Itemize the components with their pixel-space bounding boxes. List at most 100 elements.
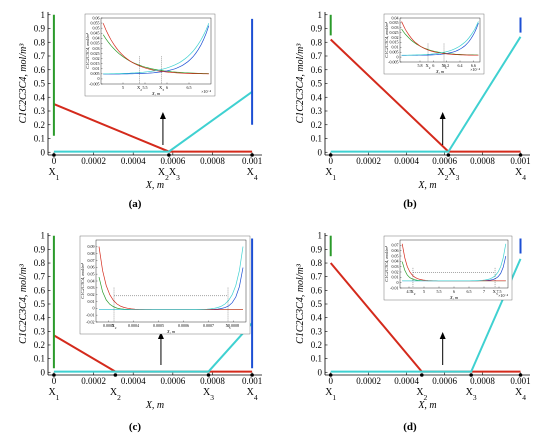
- inset-x-axis-label: X, m: [166, 329, 176, 335]
- y-axis-label: C1C2C3C4, mol/m³: [18, 43, 29, 124]
- point-marker: [446, 153, 451, 157]
- point-marker: [328, 153, 333, 157]
- inset-y-tick-label: 0.035: [91, 41, 100, 46]
- inset-y-tick-label: 0.07: [392, 243, 399, 248]
- x-tick-label: 0.0004: [121, 376, 146, 386]
- inset-y-tick-label: -0.005: [388, 59, 398, 64]
- inset-x-axis-label: X, m: [151, 91, 161, 97]
- x-tick-label: 0.0002: [356, 156, 381, 166]
- y-axis-label: C1C2C3C4, mol/m³: [295, 43, 306, 124]
- x-tick-label: 0.0008: [470, 376, 495, 386]
- panel-0: 0 0.1 0.2 0.3 0.4 0.5 0.6 0.7 0.8 0.9 1 0 0.0002 0.00…: [18, 10, 262, 210]
- y-tick-label: 0.3: [34, 326, 46, 336]
- x-tick-label: 0.0006: [432, 156, 457, 166]
- point-label: X4: [515, 387, 526, 402]
- inset-y-tick-label: 0.03: [88, 285, 95, 290]
- series-line: [53, 90, 253, 153]
- inset-x-tick-label: 6.5: [187, 85, 192, 90]
- y-tick-label: 0.3: [311, 326, 323, 336]
- series-line: [53, 334, 253, 373]
- x-tick-label: 0.0006: [432, 376, 457, 386]
- inset-scale-note: ×10⁻⁴: [470, 67, 480, 72]
- inset-y-axis-label: C1C2C3C4, mol/m³: [80, 262, 86, 299]
- x-tick-label: 0: [52, 156, 57, 166]
- y-tick-label: 0.2: [311, 120, 322, 130]
- inset-frame: [79, 235, 251, 335]
- panel-2: 0 0.1 0.2 0.3 0.4 0.5 0.6 0.7 0.8 0.9 1 0 0.0002 0.00…: [18, 231, 262, 433]
- y-tick-label: 0.9: [311, 24, 323, 34]
- inset-y-tick-label: 0.02: [392, 269, 399, 274]
- inset-chart: 5.8 6 6.2 6.4 6.6-0.00500.0050.010.0150.020.…: [383, 13, 485, 75]
- y-tick-label: 0: [318, 367, 323, 377]
- y-tick-label: 0.4: [311, 92, 323, 102]
- panel-3: 0 0.1 0.2 0.3 0.4 0.5 0.6 0.7 0.8 0.9 1 0 0.0002 0.00…: [295, 231, 531, 433]
- inset-x-axis-label: X, m: [449, 295, 459, 301]
- point-marker: [52, 373, 56, 377]
- point-marker: [518, 153, 523, 157]
- inset-y-tick-label: 0.01: [93, 66, 100, 71]
- x-tick-label: 0.001: [510, 376, 530, 386]
- inset-mark-label: X3: [442, 63, 447, 70]
- y-tick-label: 0: [318, 147, 323, 157]
- inset-frame: [84, 13, 216, 97]
- inset-y-tick-label: 0.05: [93, 25, 100, 30]
- y-tick-label: 0.7: [311, 272, 323, 282]
- y-tick-label: 0.2: [34, 120, 45, 130]
- point-label: X1: [48, 387, 59, 402]
- y-axis-label: C1C2C3C4, mol/m³: [18, 263, 29, 344]
- panel-1: 0 0.1 0.2 0.3 0.4 0.5 0.6 0.7 0.8 0.9 1 0 0.0002 0.00…: [295, 10, 531, 210]
- point-marker: [469, 373, 473, 377]
- inset-mark-label: X2: [112, 323, 117, 330]
- series-line: [330, 36, 522, 153]
- inset-y-tick-label: 0.045: [91, 31, 100, 36]
- point-label: X4: [515, 167, 526, 182]
- y-tick-label: 0.4: [311, 313, 323, 323]
- y-tick-label: 0.4: [34, 92, 46, 102]
- inset-y-tick-label: 0.05: [392, 253, 399, 258]
- point-marker: [420, 373, 424, 377]
- x-tick-label: 0.001: [510, 156, 530, 166]
- inset-x-tick-label: 4.5: [407, 289, 412, 294]
- inset-y-tick-label: 0.015: [91, 61, 100, 66]
- inset-y-tick-label: -0.01: [390, 285, 398, 290]
- y-tick-label: 0.9: [34, 24, 46, 34]
- y-tick-label: 0.8: [34, 258, 46, 268]
- inset-y-tick-label: 0.05: [88, 271, 95, 276]
- y-tick-label: 0.5: [34, 79, 46, 89]
- y-tick-label: 0.6: [311, 65, 323, 75]
- y-tick-label: 1: [41, 231, 46, 241]
- y-tick-label: 0.9: [34, 244, 46, 254]
- inset-y-tick-label: 0: [93, 306, 95, 311]
- inset-x-tick-label: 0.0003: [103, 323, 114, 328]
- inset-series-line: [99, 246, 244, 311]
- x-tick-label: 0.0004: [121, 156, 146, 166]
- inset-series-line: [103, 25, 210, 75]
- inset-y-tick-label: 0: [397, 280, 399, 285]
- inset-y-tick-label: 0.03: [392, 25, 399, 30]
- inset-x-tick-label: 6.5: [467, 289, 472, 294]
- inset-axes-box: [399, 17, 481, 63]
- inset-x-tick-label: 0.0006: [178, 323, 189, 328]
- point-label: X2: [416, 387, 427, 402]
- x-tick-label: 0: [52, 376, 57, 386]
- x-tick-label: 0.0008: [470, 156, 495, 166]
- inset-mark-label: X3: [226, 323, 231, 330]
- inset-y-tick-label: 0.015: [390, 40, 399, 45]
- inset-y-tick-label: 0.06: [392, 248, 399, 253]
- inset-mark-label: X3: [159, 85, 164, 92]
- inset-y-tick-label: 0.03: [93, 46, 100, 51]
- inset-y-tick-label: 0.09: [88, 244, 95, 249]
- inset-y-tick-label: 0.01: [392, 45, 399, 50]
- inset-y-tick-label: 0.06: [88, 265, 95, 270]
- x-axis-label: X, m: [145, 180, 164, 191]
- y-tick-label: 0.3: [34, 106, 46, 116]
- inset-y-tick-label: 0.04: [392, 15, 399, 20]
- x-axis-label: X, m: [417, 180, 436, 191]
- inset-x-tick-label: 0.0005: [153, 323, 164, 328]
- inset-y-tick-label: 0.01: [392, 275, 399, 280]
- inset-mark-label: X3: [493, 289, 498, 296]
- x-tick-label: 0: [328, 376, 333, 386]
- inset-scale-note: ×10⁻⁴: [201, 89, 211, 94]
- y-tick-label: 0.1: [311, 134, 322, 144]
- inset-y-tick-label: 0.04: [88, 278, 95, 283]
